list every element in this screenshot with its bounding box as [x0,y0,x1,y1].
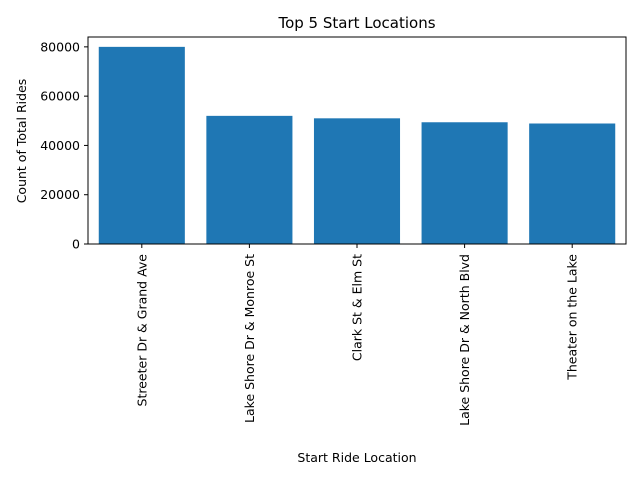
y-tick-label: 80000 [40,39,80,54]
y-tick-label: 40000 [40,138,80,153]
bar [98,46,185,244]
bar [421,122,508,244]
bar [313,118,401,244]
chart-title: Top 5 Start Locations [277,14,435,32]
bar [206,115,293,244]
y-tick-label: 0 [72,237,80,252]
x-axis-ticks: Streeter Dr & Grand Ave Lake Shore Dr & M… [134,244,580,426]
x-axis-label: Start Ride Location [297,450,416,465]
y-tick-label: 20000 [40,187,80,202]
x-tick-label: Clark St & Elm St [350,254,365,361]
plot-frame [87,36,627,245]
x-tick-label: Lake Shore Dr & North Blvd [457,254,472,426]
y-tick-label: 60000 [40,89,80,104]
y-axis-ticks: 0 20000 40000 60000 80000 [40,39,88,252]
y-axis-label: Count of Total Rides [14,79,29,204]
x-tick-label: Streeter Dr & Grand Ave [134,254,149,407]
x-tick-label: Theater on the Lake [565,254,580,381]
bars-group [98,46,616,244]
x-tick-label: Lake Shore Dr & Monroe St [242,254,257,423]
bar [529,123,616,244]
